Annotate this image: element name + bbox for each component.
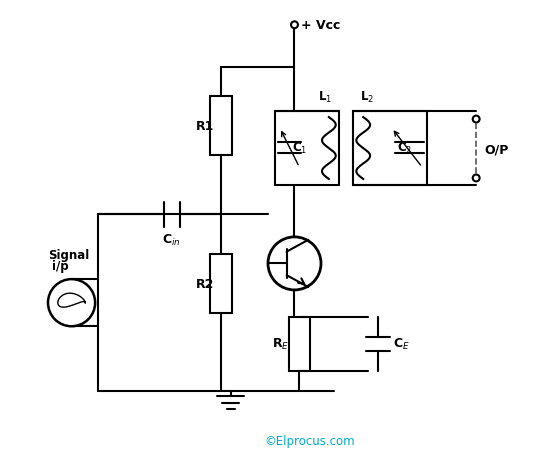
Text: ©Elprocus.com: ©Elprocus.com [264,434,354,447]
Bar [275,112,338,186]
Bar [210,97,232,156]
Text: O/P: O/P [484,143,508,156]
Text: C$_2$: C$_2$ [397,141,412,156]
Text: L$_1$: L$_1$ [318,89,332,104]
Text: C$_1$: C$_1$ [292,141,307,156]
Text: C$_E$: C$_E$ [393,337,409,352]
Text: Signal: Signal [48,248,89,261]
Bar [210,254,232,313]
Bar [288,318,310,372]
Text: + Vcc: + Vcc [301,19,341,32]
Text: L$_2$: L$_2$ [360,89,374,104]
Text: R1: R1 [196,120,215,133]
Text: R2: R2 [196,277,215,290]
Text: R$_E$: R$_E$ [272,337,289,352]
Text: C$_{in}$: C$_{in}$ [163,232,181,248]
Bar [353,112,427,186]
Text: i/p: i/p [52,260,69,273]
